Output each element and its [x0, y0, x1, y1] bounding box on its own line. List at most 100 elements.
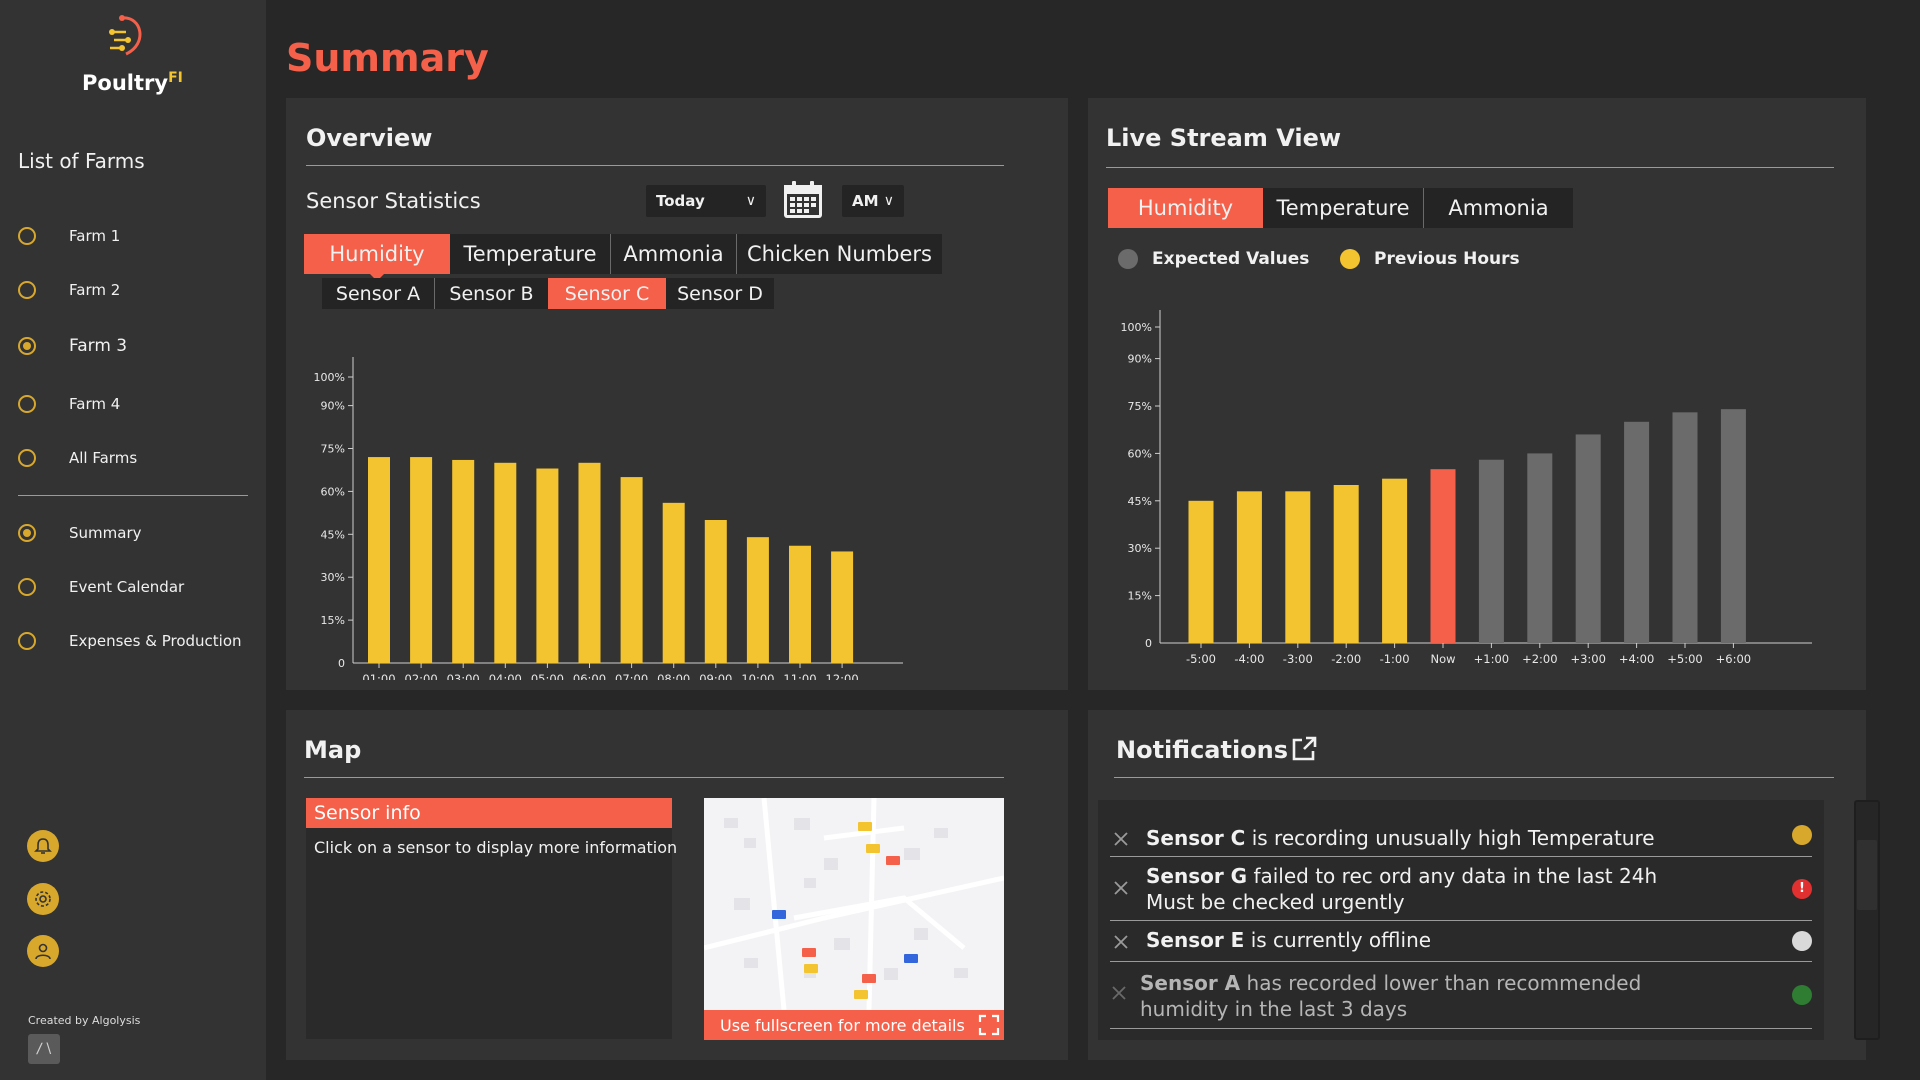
sidebar-item-expenses-production[interactable]: Expenses & Production — [18, 626, 258, 656]
bar[interactable] — [1333, 485, 1359, 643]
notification-item: Sensor G failed to rec ord any data in t… — [1110, 857, 1812, 921]
bar[interactable] — [494, 462, 517, 663]
y-tick-label: 60% — [1128, 447, 1152, 460]
gear-icon[interactable] — [27, 883, 59, 915]
sidebar-item-farm-1[interactable]: Farm 1 — [18, 221, 258, 251]
sidebar-item-all-farms[interactable]: All Farms — [18, 443, 258, 473]
y-tick-label: 0 — [1145, 637, 1152, 650]
sensor-pin-3te[interactable] — [858, 822, 872, 831]
calendar-icon[interactable] — [782, 180, 824, 220]
tab-sensor-a[interactable]: Sensor A — [335, 282, 421, 305]
x-tick-label: -1:00 — [1380, 652, 1410, 666]
bar[interactable] — [789, 545, 811, 663]
sidebar-divider — [18, 495, 248, 496]
bar[interactable] — [620, 477, 643, 663]
sensor-pin-3hb[interactable] — [862, 974, 876, 983]
tab-sensor-c[interactable]: Sensor C — [548, 278, 666, 309]
y-tick-label: 30% — [321, 571, 345, 584]
sidebar-item-label: Farm 1 — [69, 227, 121, 245]
sidebar-item-farm-3[interactable]: Farm 3 — [18, 331, 258, 361]
sidebar-item-label: Event Calendar — [69, 578, 185, 596]
am-pm-select[interactable]: AM ∨ — [842, 185, 904, 217]
sensor-info-panel: Sensor info Click on a sensor to display… — [306, 798, 677, 1039]
bar[interactable] — [1430, 469, 1456, 643]
dismiss-icon[interactable] — [1110, 984, 1128, 1002]
map-fullscreen-bar[interactable]: Use fullscreen for more details — [704, 1010, 1004, 1040]
bar[interactable] — [1527, 453, 1553, 643]
bell-icon[interactable] — [27, 830, 59, 862]
tab-humidity[interactable]: Humidity — [304, 234, 450, 281]
tab-live-temperature[interactable]: Temperature — [1276, 196, 1410, 220]
sidebar-item-event-calendar[interactable]: Event Calendar — [18, 572, 258, 602]
dismiss-icon[interactable] — [1112, 830, 1130, 848]
sidebar-item-label: All Farms — [69, 449, 138, 467]
bar[interactable] — [1624, 421, 1650, 643]
bar[interactable] — [1672, 412, 1698, 643]
date-range-value: Today — [656, 192, 705, 210]
bar[interactable] — [536, 468, 559, 663]
tab-sensor-b[interactable]: Sensor B — [434, 278, 548, 309]
sensor-pin-3hd[interactable] — [886, 856, 900, 865]
legend-label: Previous Hours — [1374, 249, 1520, 269]
tab-live-ammonia[interactable]: Ammonia — [1423, 188, 1573, 228]
x-tick-label: Now — [1430, 652, 1455, 666]
tab-temperature[interactable]: Temperature — [463, 242, 597, 266]
sidebar-item-farm-4[interactable]: Farm 4 — [18, 389, 258, 419]
sensor-pin-3ha[interactable] — [802, 948, 816, 957]
radio-icon — [18, 395, 36, 413]
bar[interactable] — [452, 459, 475, 663]
x-tick-label: 10:00 — [741, 672, 774, 680]
date-range-select[interactable]: Today ∨ — [646, 185, 766, 217]
dismiss-icon[interactable] — [1112, 879, 1130, 897]
scrollbar-thumb[interactable] — [1857, 840, 1877, 910]
bar[interactable] — [1236, 491, 1262, 643]
bar[interactable] — [1720, 409, 1746, 643]
notification-item: Sensor A has recorded lower than recomme… — [1110, 962, 1812, 1029]
tab-live-humidity[interactable]: Humidity — [1108, 188, 1263, 228]
external-link-icon[interactable] — [1290, 735, 1318, 763]
sensor-pin-3aa[interactable] — [904, 954, 918, 963]
notifications-scrollbar[interactable] — [1854, 800, 1880, 1040]
radio-selected-icon — [18, 337, 36, 355]
bar[interactable] — [1478, 459, 1504, 643]
farm-map[interactable]: Use fullscreen for more details — [704, 798, 1004, 1040]
dismiss-icon[interactable] — [1112, 933, 1130, 951]
tab-chicken-numbers[interactable]: Chicken Numbers — [736, 234, 942, 274]
bar[interactable] — [1382, 478, 1408, 643]
bar[interactable] — [578, 462, 601, 663]
sidebar-item-label: Summary — [69, 524, 142, 542]
bar[interactable] — [662, 502, 685, 663]
bar[interactable] — [410, 457, 433, 663]
sidebar-item-summary[interactable]: Summary — [18, 518, 258, 548]
am-pm-value: AM — [852, 192, 879, 210]
bar[interactable] — [1188, 500, 1214, 643]
x-tick-label: +6:00 — [1716, 652, 1751, 666]
tab-sensor-d[interactable]: Sensor D — [677, 282, 763, 305]
sensor-info-title: Sensor info — [306, 798, 672, 828]
bar[interactable] — [746, 537, 769, 663]
sensor-pin-3tb[interactable] — [854, 990, 868, 999]
bar[interactable] — [831, 551, 854, 663]
tab-ammonia[interactable]: Ammonia — [610, 234, 736, 274]
sensor-pin-3ta[interactable] — [804, 964, 818, 973]
x-tick-label: 01:00 — [362, 672, 395, 680]
sidebar-item-label: Farm 2 — [69, 281, 121, 299]
bar[interactable] — [368, 457, 390, 663]
sensor-pin-3ye[interactable] — [866, 844, 880, 853]
bar[interactable] — [1575, 434, 1601, 643]
x-tick-label: +2:00 — [1522, 652, 1557, 666]
map-streets — [704, 798, 1004, 1011]
bar[interactable] — [1285, 491, 1311, 643]
legend-dot-icon — [1118, 249, 1138, 269]
x-tick-label: 08:00 — [657, 672, 690, 680]
x-tick-label: 03:00 — [447, 672, 480, 680]
user-icon[interactable] — [27, 935, 59, 967]
y-tick-label: 45% — [321, 528, 345, 541]
legend-label: Expected Values — [1152, 249, 1310, 269]
sensor-pin-3ab[interactable] — [772, 910, 786, 919]
sidebar-item-farm-2[interactable]: Farm 2 — [18, 275, 258, 305]
x-tick-label: +3:00 — [1570, 652, 1605, 666]
app-logo[interactable]: PoultryFI — [78, 14, 188, 98]
fullscreen-icon[interactable] — [978, 1014, 1000, 1036]
bar[interactable] — [704, 520, 727, 663]
